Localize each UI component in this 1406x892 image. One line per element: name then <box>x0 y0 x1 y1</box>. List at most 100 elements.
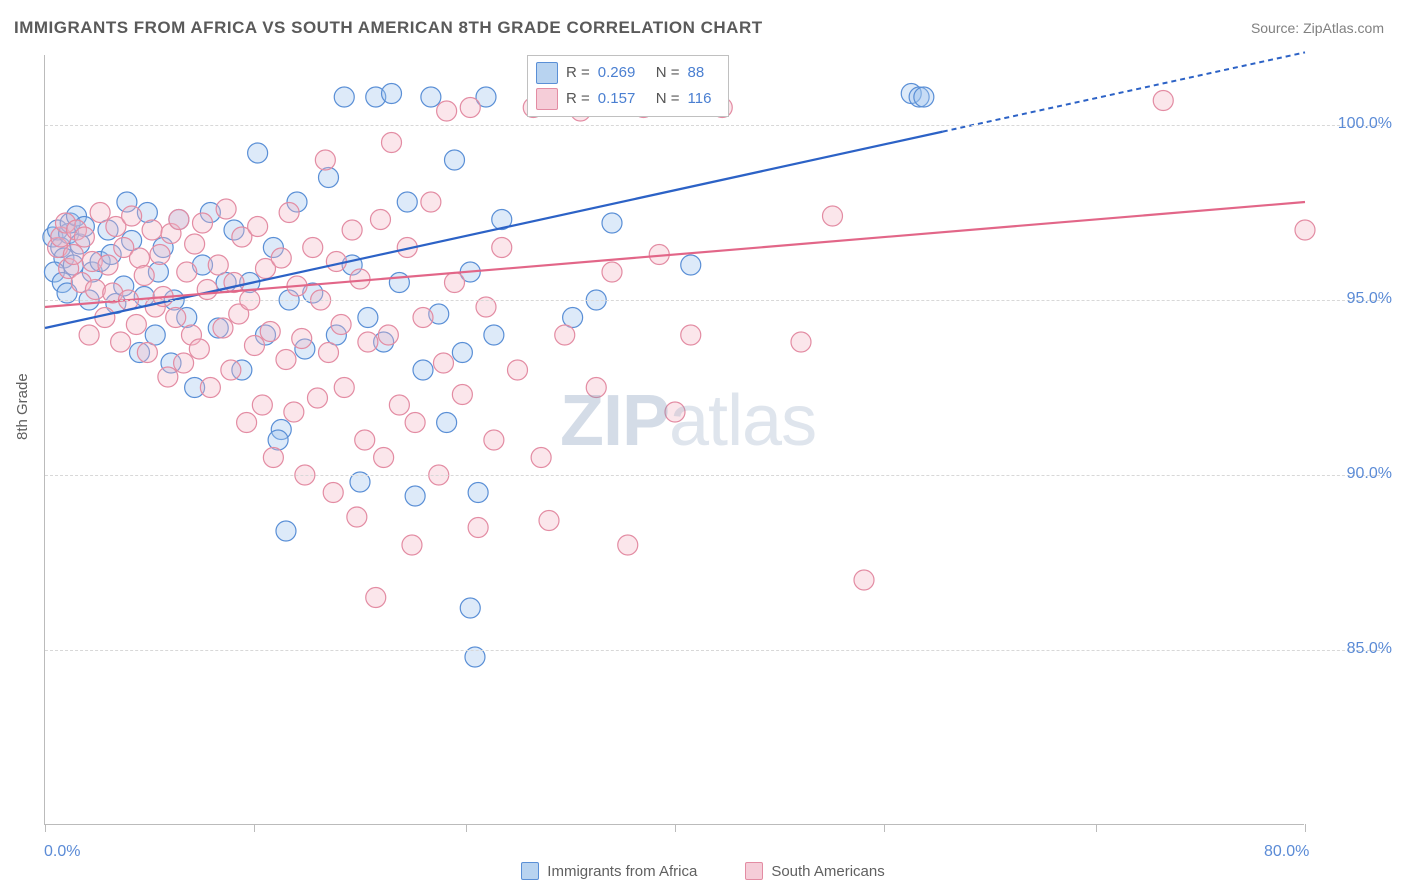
scatter-point <box>397 192 417 212</box>
scatter-point <box>433 353 453 373</box>
scatter-point <box>586 378 606 398</box>
scatter-point <box>213 318 233 338</box>
bottom-legend-item: South Americans <box>745 862 884 880</box>
scatter-point <box>271 248 291 268</box>
scatter-point <box>244 336 264 356</box>
scatter-point <box>531 448 551 468</box>
scatter-point <box>492 238 512 258</box>
scatter-point <box>413 360 433 380</box>
x-tick <box>45 824 46 832</box>
scatter-point <box>334 87 354 107</box>
scatter-point <box>260 322 280 342</box>
scatter-point <box>1295 220 1315 240</box>
y-tick-label: 85.0% <box>1322 640 1392 658</box>
gridline <box>45 650 1385 651</box>
scatter-point <box>185 234 205 254</box>
scatter-point <box>468 518 488 538</box>
legend-r-label: R = <box>566 60 590 86</box>
scatter-point <box>252 395 272 415</box>
scatter-point <box>142 220 162 240</box>
scatter-point <box>402 535 422 555</box>
scatter-point <box>508 360 528 380</box>
scatter-point <box>174 353 194 373</box>
source-label: Source: ZipAtlas.com <box>1251 20 1384 36</box>
scatter-point <box>130 248 150 268</box>
legend-r-value: 0.157 <box>598 86 648 112</box>
scatter-point <box>555 325 575 345</box>
scatter-point <box>421 87 441 107</box>
scatter-point <box>334 378 354 398</box>
scatter-point <box>216 199 236 219</box>
scatter-point <box>1153 91 1173 111</box>
scatter-point <box>468 483 488 503</box>
scatter-point <box>358 332 378 352</box>
y-axis-label: 8th Grade <box>14 373 31 440</box>
scatter-point <box>366 588 386 608</box>
scatter-point <box>914 87 934 107</box>
y-tick-label: 90.0% <box>1322 465 1392 483</box>
scatter-point <box>134 266 154 286</box>
scatter-point <box>374 448 394 468</box>
scatter-point <box>413 308 433 328</box>
stats-legend: R =0.269N =88R =0.157N =116 <box>527 55 729 117</box>
scatter-point <box>323 483 343 503</box>
bottom-legend: Immigrants from Africa South Americans <box>0 862 1406 880</box>
x-tick <box>675 824 676 832</box>
scatter-point <box>279 203 299 223</box>
plot-area <box>44 55 1304 825</box>
scatter-point <box>208 255 228 275</box>
scatter-point <box>681 255 701 275</box>
scatter-point <box>137 343 157 363</box>
x-tick-label: 0.0% <box>44 843 80 861</box>
scatter-point <box>248 217 268 237</box>
scatter-point <box>237 413 257 433</box>
scatter-point <box>276 350 296 370</box>
scatter-point <box>315 150 335 170</box>
scatter-point <box>460 598 480 618</box>
scatter-point <box>602 262 622 282</box>
scatter-point <box>452 343 472 363</box>
x-tick <box>884 824 885 832</box>
scatter-point <box>342 220 362 240</box>
scatter-point <box>437 413 457 433</box>
scatter-point <box>284 402 304 422</box>
scatter-point <box>63 245 83 265</box>
scatter-point <box>224 273 244 293</box>
scatter-point <box>791 332 811 352</box>
scatter-point <box>276 521 296 541</box>
scatter-point <box>378 325 398 345</box>
legend-swatch <box>536 88 558 110</box>
scatter-point <box>126 315 146 335</box>
scatter-point <box>177 262 197 282</box>
scatter-point <box>111 332 131 352</box>
scatter-point <box>460 98 480 118</box>
scatter-point <box>370 210 390 230</box>
legend-n-value: 88 <box>688 60 718 86</box>
scatter-point <box>189 339 209 359</box>
scatter-point <box>452 385 472 405</box>
bottom-legend-item: Immigrants from Africa <box>521 862 697 880</box>
scatter-point <box>382 133 402 153</box>
legend-r-label: R = <box>566 86 590 112</box>
x-tick <box>1305 824 1306 832</box>
scatter-point <box>169 210 189 230</box>
legend-n-label: N = <box>656 86 680 112</box>
regression-line <box>45 202 1305 307</box>
gridline <box>45 300 1385 301</box>
scatter-point <box>355 430 375 450</box>
x-tick-label: 80.0% <box>1264 843 1309 861</box>
scatter-point <box>539 511 559 531</box>
scatter-point <box>90 203 110 223</box>
legend-swatch <box>745 862 763 880</box>
scatter-point <box>248 143 268 163</box>
scatter-point <box>445 150 465 170</box>
scatter-point <box>292 329 312 349</box>
scatter-point <box>681 325 701 345</box>
scatter-point <box>197 280 217 300</box>
scatter-point <box>665 402 685 422</box>
legend-row: R =0.157N =116 <box>536 86 718 112</box>
legend-row: R =0.269N =88 <box>536 60 718 86</box>
x-tick <box>254 824 255 832</box>
scatter-point <box>358 308 378 328</box>
scatter-point <box>307 388 327 408</box>
